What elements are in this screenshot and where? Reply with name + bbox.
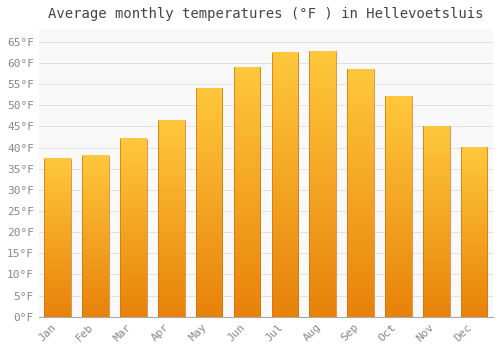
Title: Average monthly temperatures (°F ) in Hellevoetsluis: Average monthly temperatures (°F ) in He…: [48, 7, 484, 21]
